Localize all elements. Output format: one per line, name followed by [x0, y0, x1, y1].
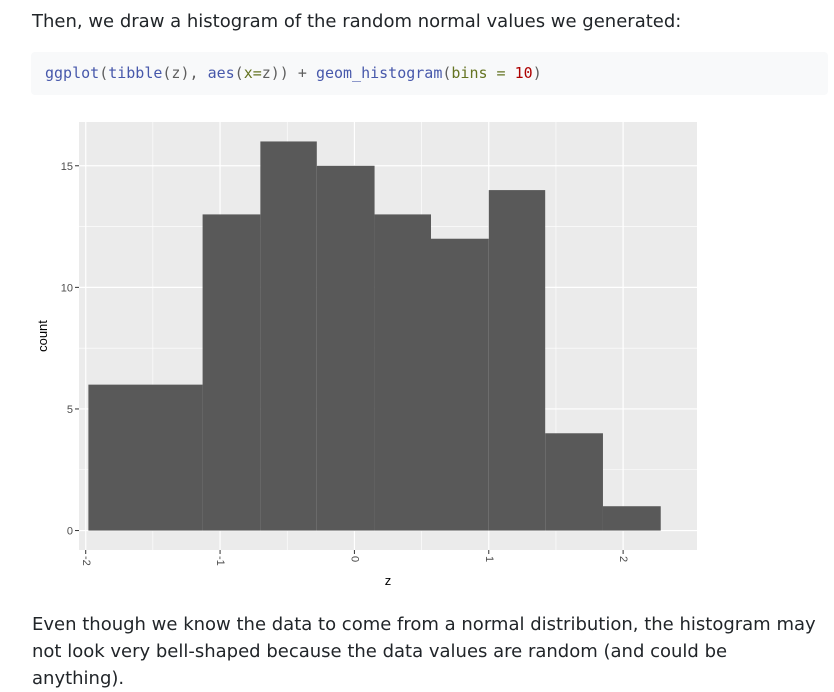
histogram-bar [430, 238, 489, 531]
code-token: ( [234, 64, 244, 82]
histogram-bar [88, 384, 203, 531]
x-tick-label: 2 [617, 556, 629, 562]
y-tick-label: 5 [67, 404, 73, 416]
y-tick-label: 0 [67, 526, 73, 538]
histogram-bar [316, 165, 375, 531]
x-tick-label: 1 [483, 556, 495, 562]
x-axis-title: z [385, 573, 392, 588]
x-tick-label: 0 [349, 556, 361, 562]
code-token: z)) + [261, 64, 316, 82]
histogram-bar [602, 506, 661, 531]
x-tick-label: -1 [214, 556, 226, 566]
histogram-chart: 0 5 10 15 -2 -1 0 1 2 z count [35, 122, 697, 588]
code-token: geom_histogram [315, 64, 443, 82]
code-token: (z), [162, 64, 208, 82]
code-token: aes [207, 64, 235, 82]
outro-paragraph: Even though we know the data to come fro… [32, 614, 816, 689]
y-axis-title: count [35, 320, 50, 352]
code-token: ggplot [45, 64, 100, 82]
x-tick-label: -2 [80, 556, 92, 566]
code-token: 10 [514, 64, 533, 82]
y-tick-label: 10 [61, 282, 73, 294]
y-tick-label: 15 [61, 161, 73, 173]
code-block: ggplot(tibble(z), aes(x=z)) + geom_histo… [31, 52, 828, 95]
histogram-bar [202, 214, 261, 531]
histogram-bar [260, 141, 317, 531]
histogram-bar [374, 214, 431, 531]
code-token: ) [532, 64, 542, 82]
code-token: ( [99, 64, 109, 82]
histogram-bar [545, 433, 603, 531]
code-token: x= [243, 64, 262, 82]
code-token: ( [442, 64, 452, 82]
code-token [506, 64, 515, 82]
histogram-bar [488, 190, 546, 531]
code-token: bins = [451, 64, 506, 82]
code-token: tibble [108, 64, 163, 82]
intro-paragraph: Then, we draw a histogram of the random … [32, 11, 682, 32]
